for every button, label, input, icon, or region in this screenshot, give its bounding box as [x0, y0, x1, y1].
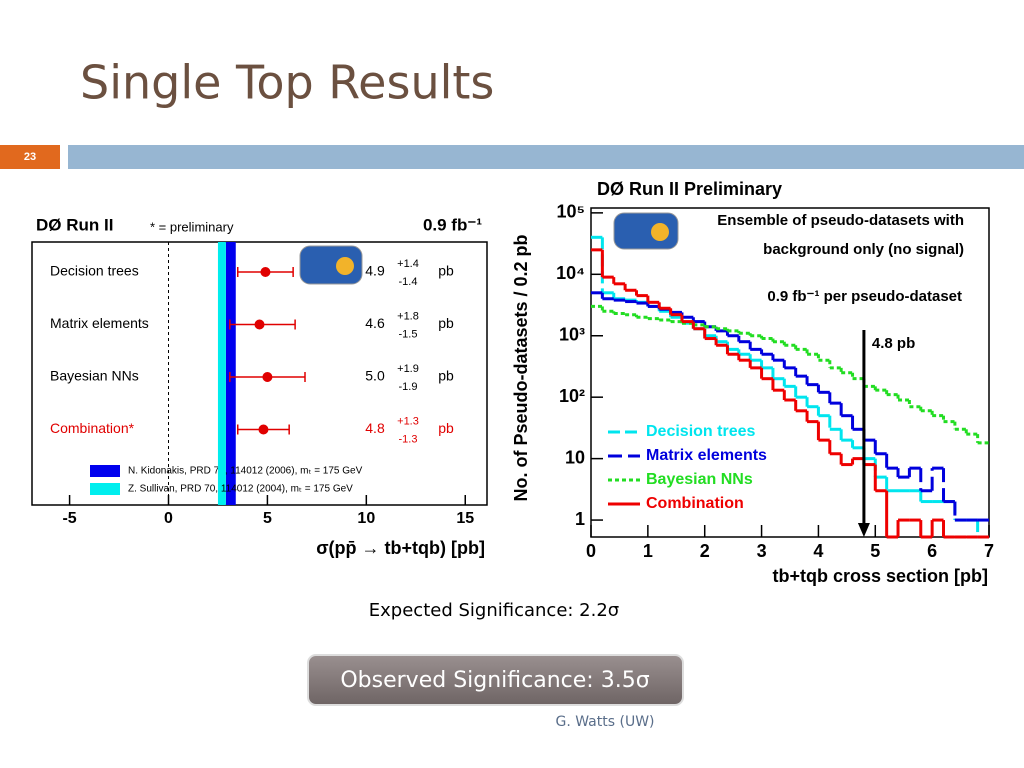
- x-axis-label: tb+tqb cross section [pb]: [772, 566, 988, 586]
- chart-combination: DØ Run II * = preliminary 0.9 fb⁻¹ σ(pp̄…: [31, 215, 488, 558]
- y-axis-label: No. of Pseudo-datasets / 0.2 pb: [511, 234, 531, 501]
- x-tick-label: 3: [757, 541, 767, 561]
- category-label: Bayesian NNs: [50, 368, 139, 384]
- x-tick-label: 0: [164, 510, 173, 527]
- y-tick-label: 10³: [559, 324, 585, 344]
- theory-band: [217, 242, 226, 505]
- chart-title: DØ Run II Preliminary: [597, 179, 782, 199]
- category-label: Matrix elements: [50, 315, 149, 331]
- error-minus-label: -1.9: [399, 381, 418, 393]
- expected-significance: Expected Significance: 2.2σ: [369, 600, 619, 621]
- x-tick-label: 0: [586, 541, 596, 561]
- slide-number: 23: [24, 151, 36, 163]
- slide-title: Single Top Results: [80, 56, 494, 110]
- error-plus-label: +1.4: [397, 258, 419, 270]
- error-minus-label: -1.5: [399, 328, 418, 340]
- x-tick-label: 4: [813, 541, 823, 561]
- error-plus-label: +1.3: [397, 415, 419, 427]
- unit-label: pb: [438, 368, 454, 384]
- y-tick-label: 10: [565, 447, 585, 467]
- x-tick-label: 7: [984, 541, 994, 561]
- point: [254, 319, 265, 330]
- legend-label: Combination: [646, 495, 744, 512]
- x-tick-label: 15: [456, 510, 474, 527]
- observed-box: [307, 654, 684, 706]
- x-tick-label: 5: [263, 510, 272, 527]
- slide-number-box: [0, 145, 60, 169]
- plot-frame: [590, 207, 990, 538]
- unit-label: pb: [438, 420, 454, 436]
- legend-swatch: [90, 465, 120, 477]
- legend-label: Decision trees: [646, 423, 755, 440]
- chart-note: * = preliminary: [150, 219, 234, 234]
- category-label: Combination*: [50, 420, 135, 436]
- error-plus-label: +1.8: [397, 310, 419, 322]
- point: [262, 372, 273, 382]
- header-bar: [68, 145, 1024, 169]
- observed-significance: Observed Significance: 3.5σ: [340, 668, 649, 693]
- x-tick-label: 5: [870, 541, 880, 561]
- unit-label: pb: [438, 263, 454, 279]
- annotation: Ensemble of pseudo-datasets with: [717, 212, 964, 229]
- theory-band: [225, 242, 236, 505]
- unit-label: pb: [438, 315, 454, 331]
- y-tick-label: 1: [575, 509, 585, 529]
- legend-label: Z. Sullivan, PRD 70, 114012 (2004), mₜ =…: [128, 484, 353, 495]
- x-tick-label: 10: [357, 510, 375, 527]
- plot-frame: [31, 241, 488, 506]
- marker-label: 4.8 pb: [872, 335, 915, 352]
- legend-label: Bayesian NNs: [646, 471, 753, 488]
- x-tick-label: 1: [643, 541, 653, 561]
- x-tick-label: -5: [62, 510, 76, 527]
- error-minus-label: -1.4: [399, 276, 418, 288]
- logo: [299, 245, 363, 285]
- x-tick-label: 6: [927, 541, 937, 561]
- value-label: 4.6: [365, 315, 385, 331]
- value-label: 4.8: [365, 420, 385, 436]
- logo: [613, 212, 679, 250]
- annotation: 0.9 fb⁻¹ per pseudo-dataset: [767, 288, 962, 305]
- value-label: 4.9: [365, 263, 385, 279]
- y-tick-label: 10⁴: [556, 263, 585, 283]
- category-label: Decision trees: [50, 263, 139, 279]
- error-plus-label: +1.9: [397, 363, 419, 375]
- point: [260, 267, 271, 277]
- y-tick-label: 10²: [559, 386, 585, 406]
- annotation: background only (no signal): [763, 241, 964, 258]
- legend-swatch: [90, 483, 120, 495]
- author: G. Watts (UW): [555, 714, 654, 730]
- point: [258, 424, 269, 435]
- error-minus-label: -1.3: [399, 433, 418, 445]
- x-tick-label: 2: [700, 541, 710, 561]
- chart-title: DØ Run II: [36, 215, 113, 234]
- chart-ensemble: DØ Run II Preliminary Ensemble of pseudo…: [511, 179, 994, 586]
- legend-label: N. Kidonakis, PRD 74, 114012 (2006), mₜ …: [128, 466, 363, 477]
- x-axis-label: σ(pp̄ → tb+tqb) [pb]: [316, 538, 485, 558]
- marker-arrowhead: [857, 523, 870, 537]
- chart-lumi: 0.9 fb⁻¹: [423, 215, 482, 234]
- value-label: 5.0: [365, 368, 385, 384]
- legend-label: Matrix elements: [646, 447, 767, 464]
- y-tick-label: 10⁵: [557, 202, 585, 222]
